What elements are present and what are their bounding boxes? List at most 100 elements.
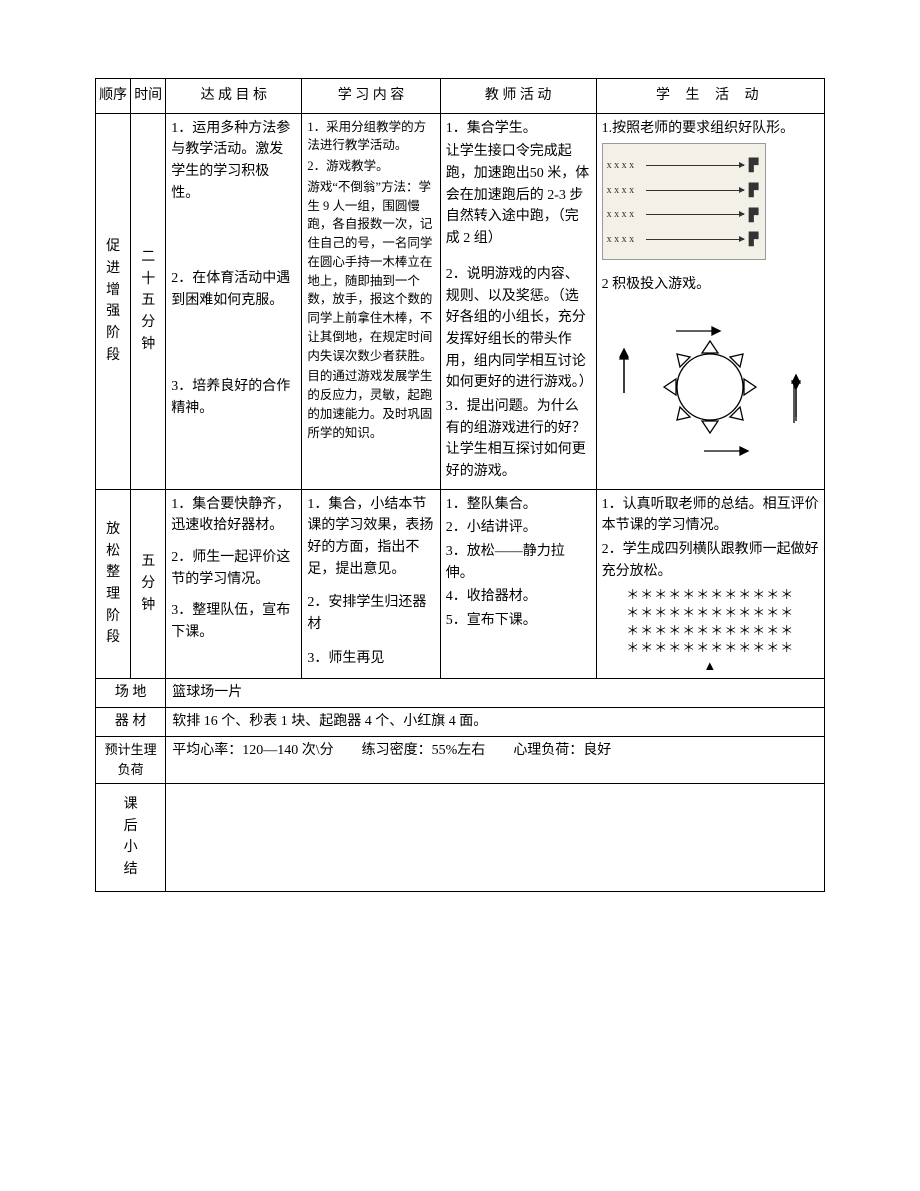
lane-arrow	[646, 239, 744, 240]
stage2-time: 五 分 钟	[131, 489, 166, 678]
load-values: 平均心率：120—140 次\分 练习密度：55%左右 心理负荷：良好	[166, 736, 825, 783]
stage1-char: 进	[98, 258, 128, 280]
hdr-time: 时间	[131, 79, 166, 114]
content-text: 3．师生再见	[307, 648, 434, 670]
stage1-char: 段	[98, 345, 128, 367]
stage1-student: 1.按照老师的要求组织好队形。 x x x x ▛ x x x x ▛ x x x …	[596, 113, 824, 489]
time-char: 二	[133, 247, 163, 269]
goal-text: 3．培养良好的合作精神。	[171, 376, 296, 419]
content-text: 2．游戏教学。	[307, 157, 434, 176]
stage2-char: 阶	[98, 606, 128, 628]
time-char: 分	[133, 573, 163, 595]
lane-arrow	[646, 190, 744, 191]
student-text: 1.按照老师的要求组织好队形。	[602, 118, 819, 140]
hdr-teacher: 教 师 活 动	[440, 79, 596, 114]
flag-icon: ▛	[747, 230, 761, 249]
student-text: 2 积极投入游戏。	[602, 274, 819, 296]
stage1-char: 促	[98, 236, 128, 258]
stage2-content: 1．集合，小结本节课的学习效果，表扬好的方面，指出不足，提出意见。 2．安排学生…	[302, 489, 440, 678]
goal-text: 1．运用多种方法参与教学活动。激发学生的学习积极性。	[171, 118, 296, 205]
lane-diagram: x x x x ▛ x x x x ▛ x x x x ▛ x x x x ▛	[602, 143, 766, 259]
stage-row-1: 促 进 增 强 阶 段 二 十 五 分 钟 1．运用多种方法参与教学活动。激发学…	[96, 113, 825, 489]
stage2-char: 放	[98, 519, 128, 541]
lane-row: x x x x ▛	[607, 181, 761, 200]
stage-row-2: 放 松 整 理 阶 段 五 分 钟 1．集合要快静齐，迅速收拾好器材。 2．师生…	[96, 489, 825, 678]
notes-char: 课	[98, 794, 163, 816]
content-text: 目的通过游戏发展学生的反应力，灵敏，起跑的加速能力。及时巩固所学的知识。	[307, 367, 434, 442]
stage2-char: 松	[98, 541, 128, 563]
stage1-char: 阶	[98, 323, 128, 345]
teacher-text: 让学生接口令完成起跑，加速跑出50 米，体会在加速跑后的 2-3 步自然转入途中…	[446, 141, 591, 249]
heart-rate: 平均心率：120—140 次\分	[172, 740, 333, 762]
lesson-table: 顺序 时间 达 成 目 标 学 习 内 容 教 师 活 动 学 生 活 动 促 …	[95, 78, 825, 892]
notes-char: 小	[98, 837, 163, 859]
teacher-text: 5．宣布下课。	[446, 610, 591, 632]
teacher-text: 3．放松——静力拉伸。	[446, 541, 591, 584]
lane-arrow	[646, 165, 744, 166]
time-char: 分	[133, 312, 163, 334]
content-text: 1．集合，小结本节课的学习效果，表扬好的方面，指出不足，提出意见。	[307, 494, 434, 581]
content-text: 1．采用分组教学的方法进行教学活动。	[307, 118, 434, 156]
lane-row: x x x x ▛	[607, 230, 761, 249]
flag-icon: ▛	[747, 206, 761, 225]
mental-load: 心理负荷：良好	[513, 740, 611, 762]
teacher-text: 3．提出问题。为什么有的组游戏进行的好？让学生相互探讨如何更好的游戏。	[446, 396, 591, 483]
stage2-goals: 1．集合要快静齐，迅速收拾好器材。 2．师生一起评价这节的学习情况。 3．整理队…	[166, 489, 302, 678]
hdr-student: 学 生 活 动	[596, 79, 824, 114]
formation-row: ＊＊＊＊＊＊＊＊＊＊＊＊	[602, 604, 819, 622]
lane-x: x x x x	[607, 207, 643, 223]
flag-icon: ▛	[747, 156, 761, 175]
lane-x: x x x x	[607, 158, 643, 174]
goal-text: 2．在体育活动中遇到困难如何克服。	[171, 268, 296, 311]
student-text: 1．认真听取老师的总结。相互评价本节课的学习情况。	[602, 494, 819, 537]
notes-content	[166, 783, 825, 891]
stage2-char: 理	[98, 584, 128, 606]
formation-row: ＊＊＊＊＊＊＊＊＊＊＊＊	[602, 586, 819, 604]
lane-arrow	[646, 214, 744, 215]
content-text: 游戏“不倒翁”方法：学生 9 人一组，围圆慢跑，各自报数一次，记住自己的号，一名…	[307, 178, 434, 366]
notes-row: 课 后 小 结	[96, 783, 825, 891]
formation-diagram: ＊＊＊＊＊＊＊＊＊＊＊＊ ＊＊＊＊＊＊＊＊＊＊＊＊ ＊＊＊＊＊＊＊＊＊＊＊＊ ＊…	[602, 586, 819, 674]
stage2-char: 段	[98, 627, 128, 649]
venue-row: 场 地 篮球场一片	[96, 679, 825, 708]
equip-label: 器 材	[96, 707, 166, 736]
formation-row: ＊＊＊＊＊＊＊＊＊＊＊＊	[602, 639, 819, 657]
teacher-text: 4．收拾器材。	[446, 586, 591, 608]
hdr-content: 学 习 内 容	[302, 79, 440, 114]
stage2-label: 放 松 整 理 阶 段	[96, 489, 131, 678]
teacher-text: 1．整队集合。	[446, 494, 591, 516]
goal-text: 1．集合要快静齐，迅速收拾好器材。	[171, 494, 296, 537]
goal-text: 2．师生一起评价这节的学习情况。	[171, 547, 296, 590]
stage1-char: 增	[98, 280, 128, 302]
teacher-text: 2．说明游戏的内容、规则、以及奖惩。（选好各组的小组长，充分发挥好组长的带头作用…	[446, 264, 591, 394]
hdr-goal: 达 成 目 标	[166, 79, 302, 114]
content-text: 2．安排学生归还器材	[307, 592, 434, 635]
sun-icon	[616, 301, 804, 471]
lane-row: x x x x ▛	[607, 156, 761, 175]
notes-char: 结	[98, 859, 163, 881]
equipment-row: 器 材 软排 16 个、秒表 1 块、起跑器 4 个、小红旗 4 面。	[96, 707, 825, 736]
lane-row: x x x x ▛	[607, 206, 761, 225]
load-row: 预计生理负荷 平均心率：120—140 次\分 练习密度：55%左右 心理负荷：…	[96, 736, 825, 783]
stage2-student: 1．认真听取老师的总结。相互评价本节课的学习情况。 2．学生成四列横队跟教师一起…	[596, 489, 824, 678]
formation-row: ＊＊＊＊＊＊＊＊＊＊＊＊	[602, 622, 819, 640]
flag-icon: ▛	[747, 181, 761, 200]
teacher-text: 2．小结讲评。	[446, 517, 591, 539]
goal-text: 3．整理队伍，宣布下课。	[171, 600, 296, 643]
stage1-content: 1．采用分组教学的方法进行教学活动。 2．游戏教学。 游戏“不倒翁”方法：学生 …	[302, 113, 440, 489]
hdr-order: 顺序	[96, 79, 131, 114]
stage2-char: 整	[98, 562, 128, 584]
lane-x: x x x x	[607, 183, 643, 199]
time-char: 钟	[133, 334, 163, 356]
time-char: 十	[133, 269, 163, 291]
practice-density: 练习密度：55%左右	[362, 740, 486, 762]
time-char: 五	[133, 290, 163, 312]
formation-teacher-mark: ▲	[602, 657, 819, 675]
table-header-row: 顺序 时间 达 成 目 标 学 习 内 容 教 师 活 动 学 生 活 动	[96, 79, 825, 114]
stage1-goals: 1．运用多种方法参与教学活动。激发学生的学习积极性。 2．在体育活动中遇到困难如…	[166, 113, 302, 489]
stage2-teacher: 1．整队集合。 2．小结讲评。 3．放松——静力拉伸。 4．收拾器材。 5．宣布…	[440, 489, 596, 678]
lane-x: x x x x	[607, 232, 643, 248]
student-text: 2．学生成四列横队跟教师一起做好充分放松。	[602, 539, 819, 582]
time-char: 五	[133, 551, 163, 573]
venue-label: 场 地	[96, 679, 166, 708]
